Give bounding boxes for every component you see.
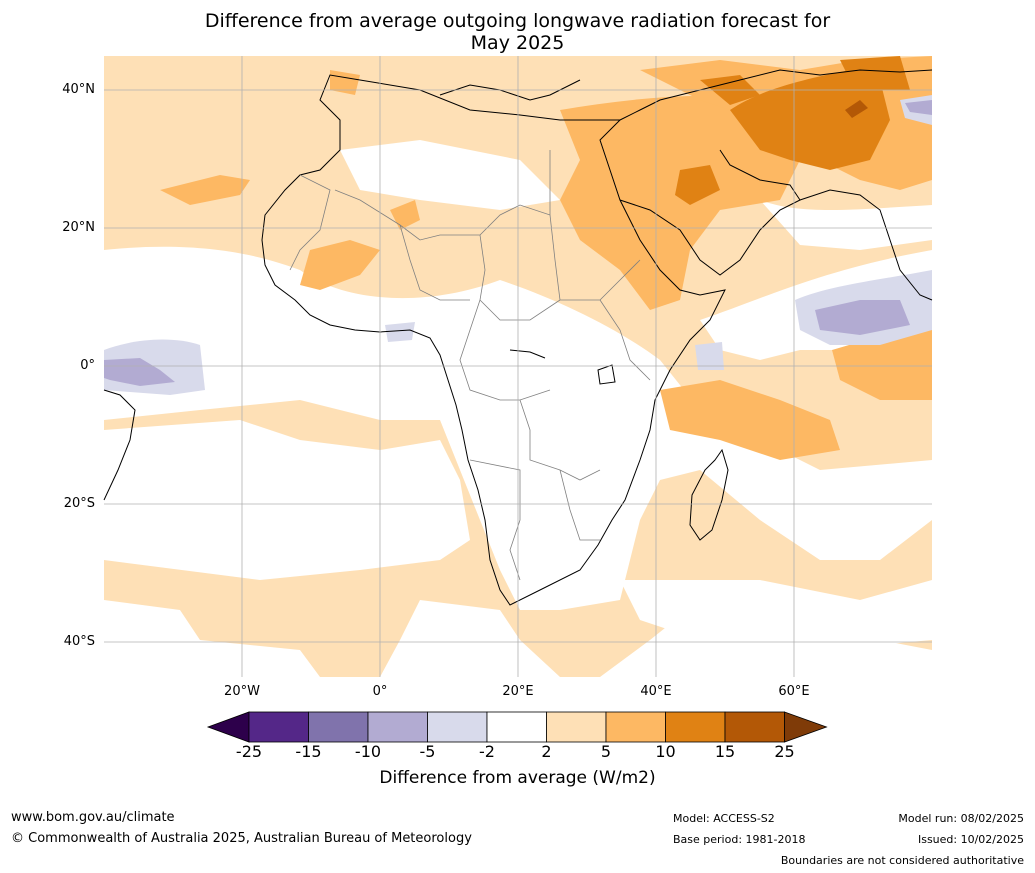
colorbar-segment xyxy=(308,711,369,743)
colorbar-tick-label: 5 xyxy=(600,742,612,761)
colorbar-tick-label: 25 xyxy=(774,742,795,761)
map xyxy=(103,56,933,677)
footer-base-period: Base period: 1981-2018 xyxy=(673,833,806,846)
footer-model: Model: ACCESS-S2 xyxy=(673,812,775,825)
title-line-1: Difference from average outgoing longwav… xyxy=(204,10,831,32)
colorbar-tick-label: -15 xyxy=(295,742,322,761)
lat-tick-label: 0° xyxy=(80,358,95,373)
lat-tick-label: 20°S xyxy=(63,496,95,511)
lon-tick-label: 60°E xyxy=(778,684,810,699)
colorbar-segment xyxy=(248,711,309,743)
colorbar-tick-label: 15 xyxy=(714,742,736,761)
positive-anomaly-strong xyxy=(675,56,910,205)
lon-tick-label: 0° xyxy=(372,684,388,699)
coastlines xyxy=(103,69,933,606)
colorbar-tick-label: -10 xyxy=(354,742,382,761)
lat-tick-label: 20°N xyxy=(62,220,95,235)
lat-tick-label: 40°N xyxy=(62,82,95,97)
footer-disclaimer: Boundaries are not considered authoritat… xyxy=(780,854,1024,867)
colorbar-segment xyxy=(427,711,488,743)
title-line-2: May 2025 xyxy=(470,32,565,54)
colorbar-segment xyxy=(665,711,726,743)
colorbar-segment xyxy=(546,711,607,743)
colorbar-extend-low xyxy=(206,711,250,743)
colorbar-tick-label: -25 xyxy=(235,742,263,761)
colorbar-segment xyxy=(367,711,428,743)
colorbar-segment xyxy=(724,711,785,743)
colorbar-title: Difference from average (W/m2) xyxy=(379,768,656,788)
colorbar-segment xyxy=(486,711,547,743)
positive-anomaly-peak xyxy=(845,100,868,118)
graticule xyxy=(104,56,932,677)
lat-tick-label: 40°S xyxy=(63,634,95,649)
colorbar-segment xyxy=(605,711,666,743)
negative-anomaly-moderate xyxy=(104,100,932,386)
chart-title: Difference from average outgoing longwav… xyxy=(0,10,1035,54)
colorbar-extend-high xyxy=(784,711,828,743)
colorbar-tick-label: -5 xyxy=(419,742,436,761)
colorbar xyxy=(206,711,828,743)
footer-model-run: Model run: 08/02/2025 xyxy=(898,812,1024,825)
colorbar-tick-label: 2 xyxy=(541,742,552,761)
lon-tick-label: 20°W xyxy=(224,684,260,699)
footer-issued: Issued: 10/02/2025 xyxy=(917,833,1024,846)
footer-copyright: © Commonwealth of Australia 2025, Austra… xyxy=(11,831,472,846)
colorbar-tick-label: 10 xyxy=(655,742,676,761)
lon-tick-label: 20°E xyxy=(502,684,534,699)
colorbar-tick-label: -2 xyxy=(479,742,495,761)
footer-website: www.bom.gov.au/climate xyxy=(11,810,175,825)
lon-tick-label: 40°E xyxy=(640,684,672,699)
